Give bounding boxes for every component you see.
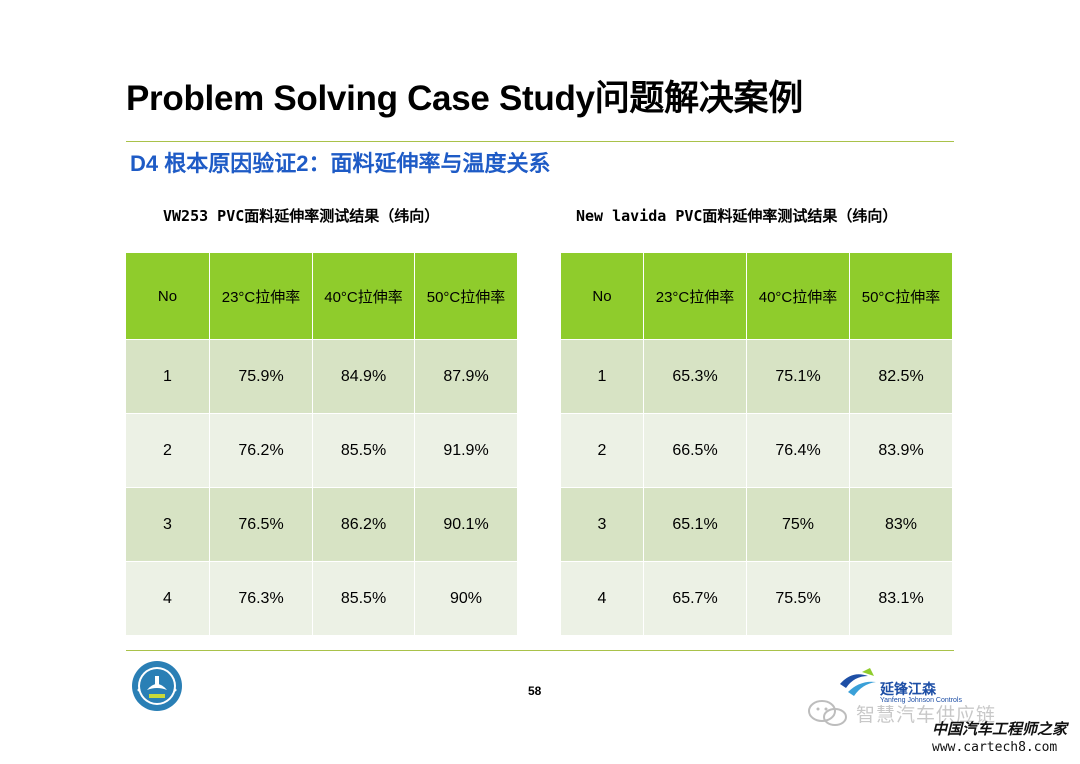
table-cell: 91.9% [414,413,518,488]
watermark-site-name: 中国汽车工程师之家 [932,720,1068,738]
column-header: No [125,252,210,340]
table-cell: 83.1% [849,561,953,636]
column-header: 23°C拉伸率 [209,252,313,340]
table-cell: 3 [125,487,210,562]
table-cell: 65.1% [643,487,747,562]
column-header: 50°C拉伸率 [414,252,518,340]
table-caption-vw253: VW253 PVC面料延伸率测试结果（纬向） [163,207,440,225]
table-cell: 76.5% [209,487,313,562]
table-cell: 85.5% [312,561,415,636]
table-cell: 82.5% [849,339,953,414]
table-row: 4 65.7% 75.5% 83.1% [560,561,953,636]
elongation-table-vw253: No 23°C拉伸率 40°C拉伸率 50°C拉伸率 1 75.9% 84.9%… [125,252,518,636]
table-cell: 1 [125,339,210,414]
table-row: 4 76.3% 85.5% 90% [125,561,518,636]
column-header: 40°C拉伸率 [746,252,850,340]
yjc-college-seal-icon [132,661,182,711]
table-cell: 84.9% [312,339,415,414]
table-cell: 90.1% [414,487,518,562]
table-cell: 90% [414,561,518,636]
table-cell: 86.2% [312,487,415,562]
company-subtitle: Yanfeng Johnson Controls [880,697,962,704]
elongation-table-new-lavida: No 23°C拉伸率 40°C拉伸率 50°C拉伸率 1 65.3% 75.1%… [560,252,953,636]
table-cell: 75.1% [746,339,850,414]
table-cell: 76.4% [746,413,850,488]
title-divider [126,141,954,142]
table-cell: 83% [849,487,953,562]
column-header: 50°C拉伸率 [849,252,953,340]
watermark-site-url: www.cartech8.com [932,740,1058,755]
footer-divider [126,650,954,651]
table-cell: 1 [560,339,644,414]
table-cell: 75% [746,487,850,562]
table-cell: 83.9% [849,413,953,488]
table-cell: 3 [560,487,644,562]
table-cell: 76.2% [209,413,313,488]
page-number: 58 [528,684,542,698]
column-header: No [560,252,644,340]
table-row: 3 76.5% 86.2% 90.1% [125,487,518,562]
table-row: 1 75.9% 84.9% 87.9% [125,339,518,414]
table-cell: 75.5% [746,561,850,636]
table-cell: 65.7% [643,561,747,636]
yanfeng-johnson-controls-logo-icon [840,668,876,696]
column-header: 40°C拉伸率 [312,252,415,340]
table-cell: 66.5% [643,413,747,488]
watermark-text: 智慧汽车供应链 [856,705,997,726]
table-row: 3 65.1% 75% 83% [560,487,953,562]
table-cell: 87.9% [414,339,518,414]
company-name: 延锋江森 [880,681,936,697]
slide-subtitle: D4 根本原因验证2：面料延伸率与温度关系 [130,151,551,176]
table-cell: 4 [560,561,644,636]
slide-title: Problem Solving Case Study问题解决案例 [126,79,803,118]
table-header-row: No 23°C拉伸率 40°C拉伸率 50°C拉伸率 [125,252,518,340]
wechat-icon [808,700,847,726]
table-caption-new-lavida: New lavida PVC面料延伸率测试结果（纬向） [576,207,898,225]
table-cell: 76.3% [209,561,313,636]
table-row: 2 66.5% 76.4% 83.9% [560,413,953,488]
table-cell: 75.9% [209,339,313,414]
table-cell: 65.3% [643,339,747,414]
table-row: 1 65.3% 75.1% 82.5% [560,339,953,414]
table-row: 2 76.2% 85.5% 91.9% [125,413,518,488]
table-cell: 4 [125,561,210,636]
table-cell: 2 [125,413,210,488]
table-header-row: No 23°C拉伸率 40°C拉伸率 50°C拉伸率 [560,252,953,340]
table-cell: 2 [560,413,644,488]
table-cell: 85.5% [312,413,415,488]
column-header: 23°C拉伸率 [643,252,747,340]
